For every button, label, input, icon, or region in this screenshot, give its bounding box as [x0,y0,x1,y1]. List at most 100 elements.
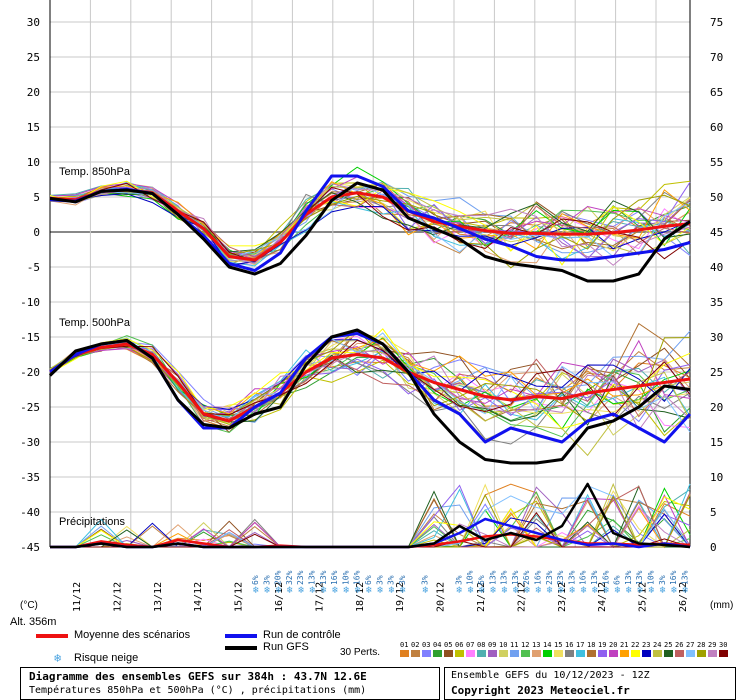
snow-risk-pct: 13% [624,570,633,585]
pert-number: 29 [708,641,717,649]
pert-swatch [466,650,475,657]
x-tick-label: 18/12 [355,582,366,612]
pert-number: 12 [521,641,530,649]
snow-risk-pct: 13% [308,570,317,585]
pert-number: 07 [466,641,475,649]
snowflake-icon: ❄ [54,651,62,665]
snow-risk-icon: ❄ [615,585,622,596]
x-tick-label: 13/12 [153,582,164,612]
t850-panel-label: Temp. 850hPa [59,166,130,178]
snow-risk-icon: ❄ [649,585,656,596]
pert-number: 26 [675,641,684,649]
snow-risk-pct: 3% [375,575,384,585]
snow-risk-icon: ❄ [637,585,644,596]
pert-number: 23 [642,641,651,649]
snow-risk-pct: 6% [364,575,373,585]
snow-risk-pct: 3% [658,575,667,585]
pert-swatch [510,650,519,657]
pert-swatch [554,650,563,657]
copyright-label: Copyright 2023 Meteociel.fr [451,684,630,697]
pert-number: 04 [433,641,442,649]
right-tick-label: 25 [710,366,723,379]
pert-number: 18 [587,641,596,649]
pert-swatch [631,650,640,657]
snow-risk-icon: ❄ [276,585,283,596]
pert-swatch [433,650,442,657]
left-tick-label: 5 [33,191,40,204]
pert-swatch [521,650,530,657]
x-tick-label: 16/12 [274,582,285,612]
pert-swatch [686,650,695,657]
snow-risk-pct: 13% [680,570,689,585]
snow-risk-icon: ❄ [626,585,633,596]
pert-number: 11 [510,641,519,649]
pert-swatch [609,650,618,657]
snow-risk-pct: 13% [567,570,576,585]
snow-risk-icon: ❄ [287,585,294,596]
pert-number: 10 [499,641,508,649]
right-tick-label: 50 [710,191,723,204]
right-tick-label: 10 [710,471,723,484]
footer-title: Diagramme des ensembles GEFS sur 384h : … [29,670,367,683]
x-tick-label: 17/12 [314,582,325,612]
snow-risk-pct: 10% [466,570,475,585]
pert-swatch [411,650,420,657]
x-tick-label: 22/12 [516,582,527,612]
snow-risk-pct: 13% [635,570,644,585]
member-t500-line [49,339,691,418]
x-tick-label: 23/12 [557,582,568,612]
pert-swatch [400,650,409,657]
x-tick-label: 14/12 [193,582,204,612]
pert-number: 03 [422,641,431,649]
pert-number: 27 [686,641,695,649]
snow-risk-icon: ❄ [569,585,576,596]
pert-swatch [708,650,717,657]
left-tick-label: 10 [27,156,40,169]
snow-risk-icon: ❄ [423,585,430,596]
snow-risk-icon: ❄ [366,585,373,596]
t500-panel-label: Temp. 500hPa [59,317,130,329]
pert-swatch [587,650,596,657]
pert-swatch [576,650,585,657]
pert-swatch [488,650,497,657]
snow-risk-icon: ❄ [603,585,610,596]
pert-number: 05 [444,641,453,649]
member-t850-line [49,182,691,262]
snow-risk-pct: 13% [590,570,599,585]
right-tick-label: 60 [710,121,723,134]
pert-number: 17 [576,641,585,649]
snow-risk-pct: 16% [330,570,339,585]
snow-risk-pct: 20% [274,570,283,585]
pert-swatch [653,650,662,657]
left-tick-label: 20 [27,86,40,99]
right-tick-label: 0 [710,541,717,554]
snow-risk-pct: 10% [341,570,350,585]
gfs-t850-line [49,181,691,283]
legend-control-swatch [225,634,257,638]
snow-risk-icon: ❄ [581,585,588,596]
pert-swatch [499,650,508,657]
snow-risk-icon: ❄ [343,585,350,596]
snow-risk-pct: 23% [545,570,554,585]
pert-number: 15 [554,641,563,649]
footer-title-box: Diagramme des ensembles GEFS sur 384h : … [20,667,440,700]
right-tick-label: 40 [710,261,723,274]
snow-risk-icon: ❄ [389,585,396,596]
pert-swatch [697,650,706,657]
pert-number: 16 [565,641,574,649]
pert-number: 28 [697,641,706,649]
snow-risk-icon: ❄ [547,585,554,596]
member-t850-line [49,166,691,263]
pert-swatch [532,650,541,657]
pert-number: 24 [653,641,662,649]
right-tick-label: 20 [710,401,723,414]
pert-number: 13 [532,641,541,649]
snow-risk-pct: 6% [251,575,260,585]
snow-risk-pct: 26% [522,570,531,585]
snow-risk-pct: 13% [319,570,328,585]
snow-risk-pct: 3% [262,575,271,585]
altitude-label: Alt. 356m [10,616,57,628]
snow-risk-icon: ❄ [468,585,475,596]
snow-risk-pct: 13% [511,570,520,585]
